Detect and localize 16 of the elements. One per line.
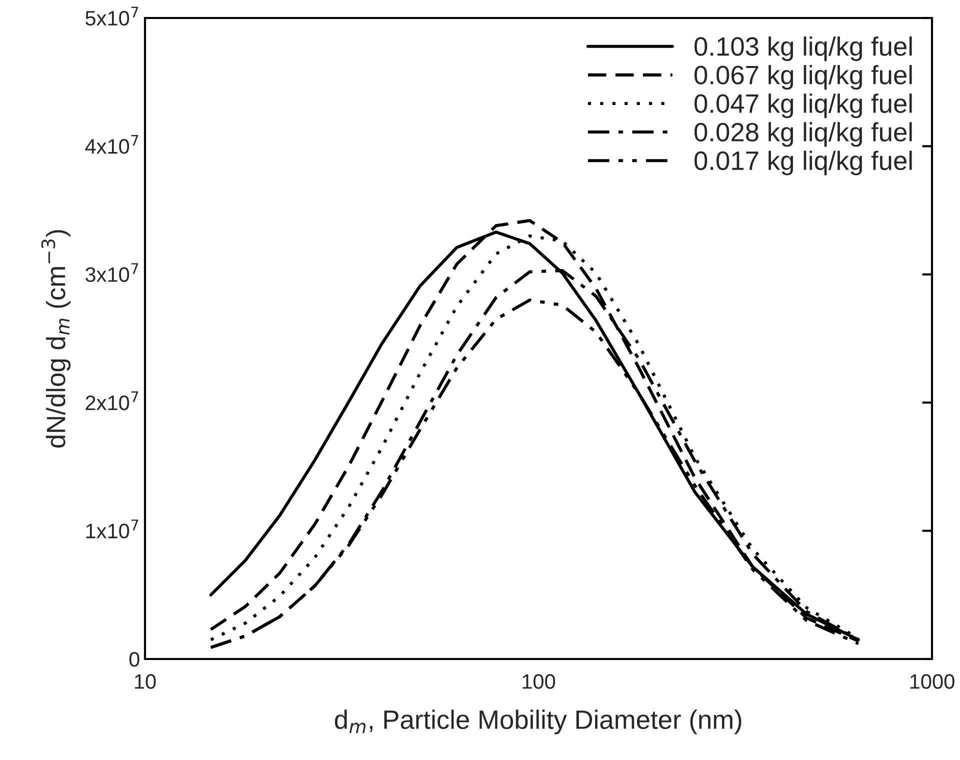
y-tick-label: 1x10$^{7}$ <box>86 520 138 538</box>
y-tick-label: 3x10$^{7}$ <box>86 263 138 282</box>
y-tick-label: 4x10$^{7}$ <box>85 135 138 154</box>
x-tick-label: 10 <box>135 674 156 689</box>
y-tick-label: 2x10$^{7}$ <box>86 391 138 410</box>
y-tick-label: 5x10$^{7}$ <box>86 6 138 26</box>
x-axis-title: d$_{m}$, Particle Mobility Diameter (nm) <box>334 710 742 734</box>
x-tick-label: 100 <box>522 674 556 689</box>
x-tick-label: 1000 <box>910 674 954 689</box>
y-tick-label: 0 <box>129 652 140 667</box>
y-axis-title: dN/dlog d$_{m}$ (cm$^{−3}$) <box>41 230 71 448</box>
legend-label: 0.047 kg liq/kg fuel <box>694 94 912 118</box>
legend-label: 0.028 kg liq/kg fuel <box>694 122 912 147</box>
legend-label: 0.017 kg liq/kg fuel <box>694 150 912 176</box>
legend-label: 0.103 kg liq/kg fuel <box>694 36 912 62</box>
legend-label: 0.067 kg liq/kg fuel <box>694 65 912 90</box>
